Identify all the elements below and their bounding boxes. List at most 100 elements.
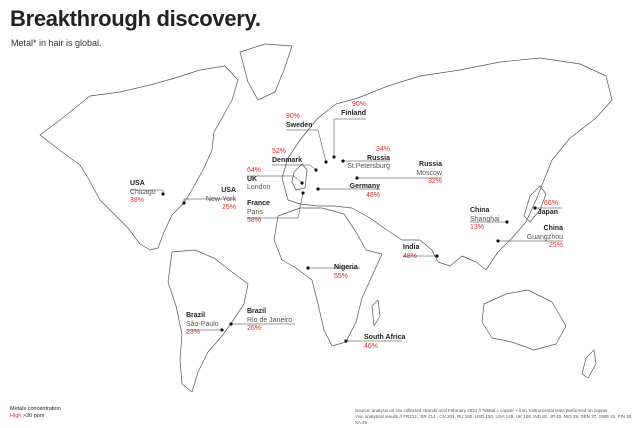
country-name: Japan [537,208,558,216]
city-name: St.Petersburg [347,163,390,170]
country-name: UK [247,175,258,183]
country-name: Brazil [247,308,267,315]
location-label: Russia Moscow 32% [416,161,442,187]
metal-percentage: 23% [186,329,201,336]
metal-percentage: 25% [548,242,563,249]
location-label: 34% Russia St.Petersburg [347,146,390,172]
legend-high-desc: >30 ppm [22,413,45,419]
location-dot [341,159,345,163]
country-name: Finland [341,109,366,117]
location-dot [220,328,224,332]
location-dot [182,201,186,205]
country-name: Brazil [186,312,206,319]
location-dot [229,322,233,326]
location-dot [496,239,500,243]
metal-percentage: 52% [272,148,287,155]
location-label: 90% Finland [341,101,366,118]
africa-outline [273,207,383,347]
city-name: Rio de Janeiro [247,316,293,324]
location-label: Brazil Rio de Janeiro 26% [247,308,292,334]
location-dot [355,176,359,180]
new-zealand-outline [581,349,597,379]
south-america-outline [167,249,249,393]
city-name: São-Paulo [186,320,219,328]
city-name: Paris [247,208,263,216]
country-name: USA [130,180,145,187]
location-dot [300,181,304,185]
location-dot [324,160,328,164]
location-label: Germany 48% [350,183,380,200]
uk-outline [291,163,308,191]
city-name: Guangzhou [526,233,563,241]
location-label: 66% Japan [538,200,558,217]
city-name: New-York [205,195,236,203]
page-title: Breakthrough discovery. [10,6,261,31]
location-label: China Shanghai 13% [470,207,500,233]
location-label: 52% Denmark [272,148,302,165]
city-name: Moscow [416,169,442,177]
north-america-outline [39,65,239,251]
madagascar-outline [371,299,381,327]
metal-percentage: 32% [427,178,442,185]
metal-percentage: 66% [543,200,558,207]
location-dot [435,254,439,258]
location-label: USA New-York 25% [206,187,236,213]
city-name: London [247,184,271,191]
metal-percentage: 48% [403,252,418,260]
country-name: South Africa [364,334,406,341]
country-name: Germany [349,183,380,190]
location-dot [533,206,537,210]
location-label: 90% Sweden [286,113,312,130]
legend-title: Metals concentration [10,406,61,412]
location-dot [344,339,348,343]
legend-high-label: High [10,413,22,419]
country-name: Sweden [286,121,313,129]
source-line-2: Vivo analytical results // FR214 , BR 21… [355,414,633,425]
greenland-outline [239,43,293,101]
country-name: USA [221,187,236,194]
location-label: Nigeria 55% [334,264,358,281]
location-label: 64% UK London [247,167,270,193]
metal-percentage: 58% [247,217,262,224]
leader-line [297,192,304,219]
country-name: Russia [367,154,390,162]
australia-outline [481,289,567,351]
location-label: France Paris 58% [247,200,270,226]
location-dot [161,192,165,196]
country-name: China [470,207,490,214]
country-name: Nigeria [334,264,358,271]
country-name: Denmark [272,156,302,164]
eurasia-outline [281,57,613,271]
location-label: India 48% [403,244,419,261]
metal-percentage: 26% [247,325,262,332]
location-dot [505,220,509,224]
location-label: USA Chicago 38% [130,180,156,206]
country-name: India [403,244,420,251]
location-dot [306,266,310,270]
japan-outline [523,185,547,223]
metal-percentage: 90% [286,113,301,120]
location-dot [332,155,336,159]
metal-percentage: 34% [375,146,390,153]
country-name: China [543,225,563,232]
metal-percentage: 48% [365,191,380,199]
location-dot [301,191,305,195]
source-line-1: Source: analysis on xxx collected strand… [355,408,609,413]
location-dot [316,187,320,191]
metal-percentage: 38% [130,197,145,204]
location-label: China Guangzhou 25% [527,225,563,251]
city-name: Shanghai [470,215,500,223]
metal-percentage: 90% [351,101,366,108]
metal-percentage: 46% [364,342,379,350]
country-name: France [247,200,270,207]
legend: Metals concentration High >30 ppm [10,406,61,420]
location-dot [314,168,318,172]
page-subtitle: Metal* in hair is global. [11,38,102,48]
location-label: South Africa 46% [364,334,405,351]
metal-percentage: 13% [470,224,485,231]
leader-line [317,129,327,163]
city-name: Chicago [130,188,156,196]
metal-percentage: 64% [247,167,262,174]
location-label: Brazil São-Paulo 23% [186,312,219,338]
source-note: Source: analysis on xxx collected strand… [355,408,635,426]
